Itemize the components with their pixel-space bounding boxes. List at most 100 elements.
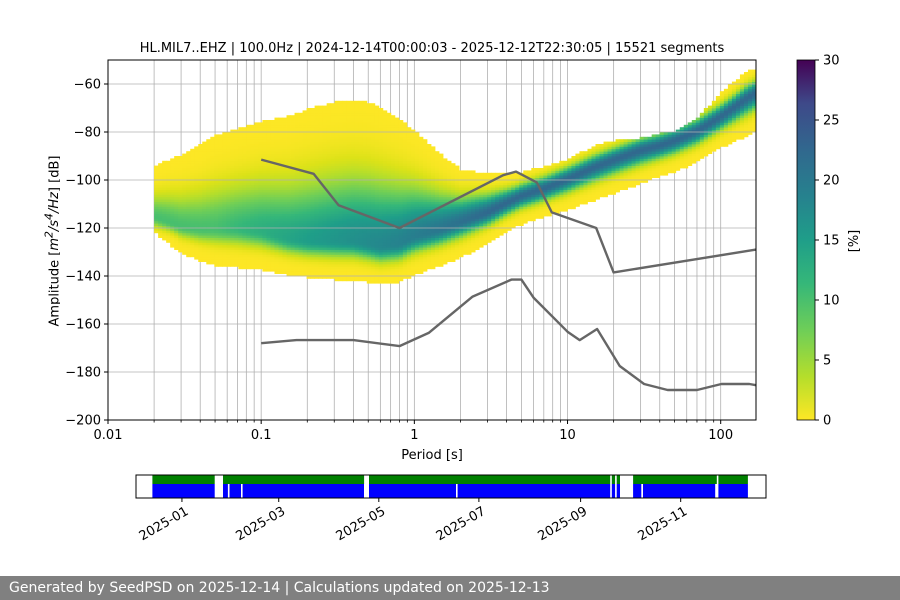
heatmap-cell — [266, 261, 271, 265]
heatmap-cell — [354, 124, 360, 128]
heatmap-cell — [306, 271, 311, 274]
heatmap-cell — [254, 235, 259, 238]
heatmap-cell — [338, 206, 344, 210]
heatmap-cell — [290, 225, 295, 229]
heatmap-cell — [430, 160, 436, 164]
heatmap-cell — [310, 208, 316, 212]
heatmap-cell — [282, 232, 287, 236]
heatmap-cell — [334, 112, 340, 116]
heatmap-cell — [330, 223, 336, 226]
heatmap-cell — [374, 160, 380, 164]
heatmap-cell — [334, 232, 340, 236]
heatmap-cell — [198, 146, 203, 150]
heatmap-cell — [234, 194, 239, 198]
heatmap-cell — [242, 204, 247, 207]
heatmap-cell — [342, 124, 348, 128]
heatmap-cell — [238, 223, 243, 226]
heatmap-cell — [378, 172, 384, 176]
heatmap-cell — [463, 228, 468, 231]
heatmap-cell — [362, 187, 368, 190]
heatmap-cell — [298, 256, 303, 260]
heatmap-cell — [262, 139, 267, 142]
heatmap-cell — [342, 208, 348, 212]
heatmap-cell — [302, 177, 307, 181]
heatmap-cell — [186, 194, 191, 198]
heatmap-cell — [402, 177, 408, 181]
heatmap-cell — [334, 184, 340, 188]
heatmap-cell — [362, 254, 368, 258]
heatmap-cell — [358, 232, 364, 236]
heatmap-cell — [286, 148, 291, 152]
heatmap-cell — [366, 163, 372, 166]
heatmap-cell — [286, 242, 291, 246]
heatmap-cell — [434, 163, 440, 166]
heatmap-cell — [154, 220, 159, 224]
heatmap-cell — [358, 153, 364, 157]
heatmap-cell — [511, 213, 516, 217]
heatmap-cell — [234, 204, 239, 207]
heatmap-cell — [495, 180, 500, 183]
heatmap-cell — [350, 127, 356, 130]
heatmap-cell — [366, 273, 372, 277]
heatmap-cell — [318, 148, 324, 152]
heatmap-cell — [298, 230, 303, 234]
heatmap-cell — [266, 163, 271, 166]
heatmap-cell — [366, 168, 372, 171]
heatmap-cell — [434, 213, 440, 217]
heatmap-cell — [451, 249, 456, 253]
heatmap-cell — [222, 175, 227, 178]
heatmap-cell — [238, 237, 243, 241]
heatmap-cell — [346, 254, 352, 258]
heatmap-cell — [290, 124, 295, 128]
heatmap-cell — [250, 124, 255, 128]
heatmap-cell — [298, 184, 303, 188]
heatmap-cell — [242, 177, 247, 181]
heatmap-cell — [410, 204, 416, 207]
heatmap-cell — [374, 196, 380, 200]
heatmap-cell — [278, 235, 283, 238]
heatmap-cell — [242, 134, 247, 138]
heatmap-cell — [410, 165, 416, 169]
heatmap-cell — [290, 146, 295, 150]
heatmap-cell — [330, 216, 336, 219]
heatmap-cell — [447, 170, 452, 174]
heatmap-cell — [178, 230, 183, 234]
heatmap-cell — [258, 220, 263, 224]
heatmap-cell — [390, 146, 396, 150]
heatmap-cell — [230, 144, 235, 147]
heatmap-cell — [206, 247, 211, 250]
heatmap-cell — [318, 108, 324, 111]
heatmap-cell — [314, 151, 320, 154]
heatmap-cell — [254, 220, 259, 224]
heatmap-cell — [511, 189, 516, 193]
heatmap-cell — [306, 247, 311, 250]
heatmap-cell — [210, 184, 215, 188]
heatmap-cell — [422, 204, 428, 207]
heatmap-cell — [314, 211, 320, 214]
heatmap-cell — [190, 163, 195, 166]
heatmap-cell — [374, 232, 380, 236]
heatmap-cell — [455, 165, 460, 169]
heatmap-cell — [366, 158, 372, 162]
heatmap-cell — [342, 201, 348, 205]
heatmap-cell — [222, 223, 227, 226]
heatmap-cell — [386, 256, 392, 260]
heatmap-cell — [298, 220, 303, 224]
heatmap-cell — [483, 172, 488, 176]
heatmap-cell — [214, 216, 219, 219]
heatmap-cell — [274, 271, 279, 274]
heatmap-cell — [222, 153, 227, 157]
heatmap-cell — [210, 192, 215, 195]
heatmap-cell — [418, 199, 424, 202]
heatmap-cell — [382, 223, 388, 226]
heatmap-cell — [370, 220, 376, 224]
heatmap-cell — [198, 156, 203, 159]
heatmap-cell — [222, 182, 227, 186]
heatmap-cell — [210, 168, 215, 171]
heatmap-cell — [278, 259, 283, 262]
heatmap-cell — [298, 163, 303, 166]
heatmap-cell — [182, 252, 187, 255]
heatmap-cell — [266, 196, 271, 200]
heatmap-cell — [222, 237, 227, 241]
heatmap-cell — [290, 134, 295, 138]
